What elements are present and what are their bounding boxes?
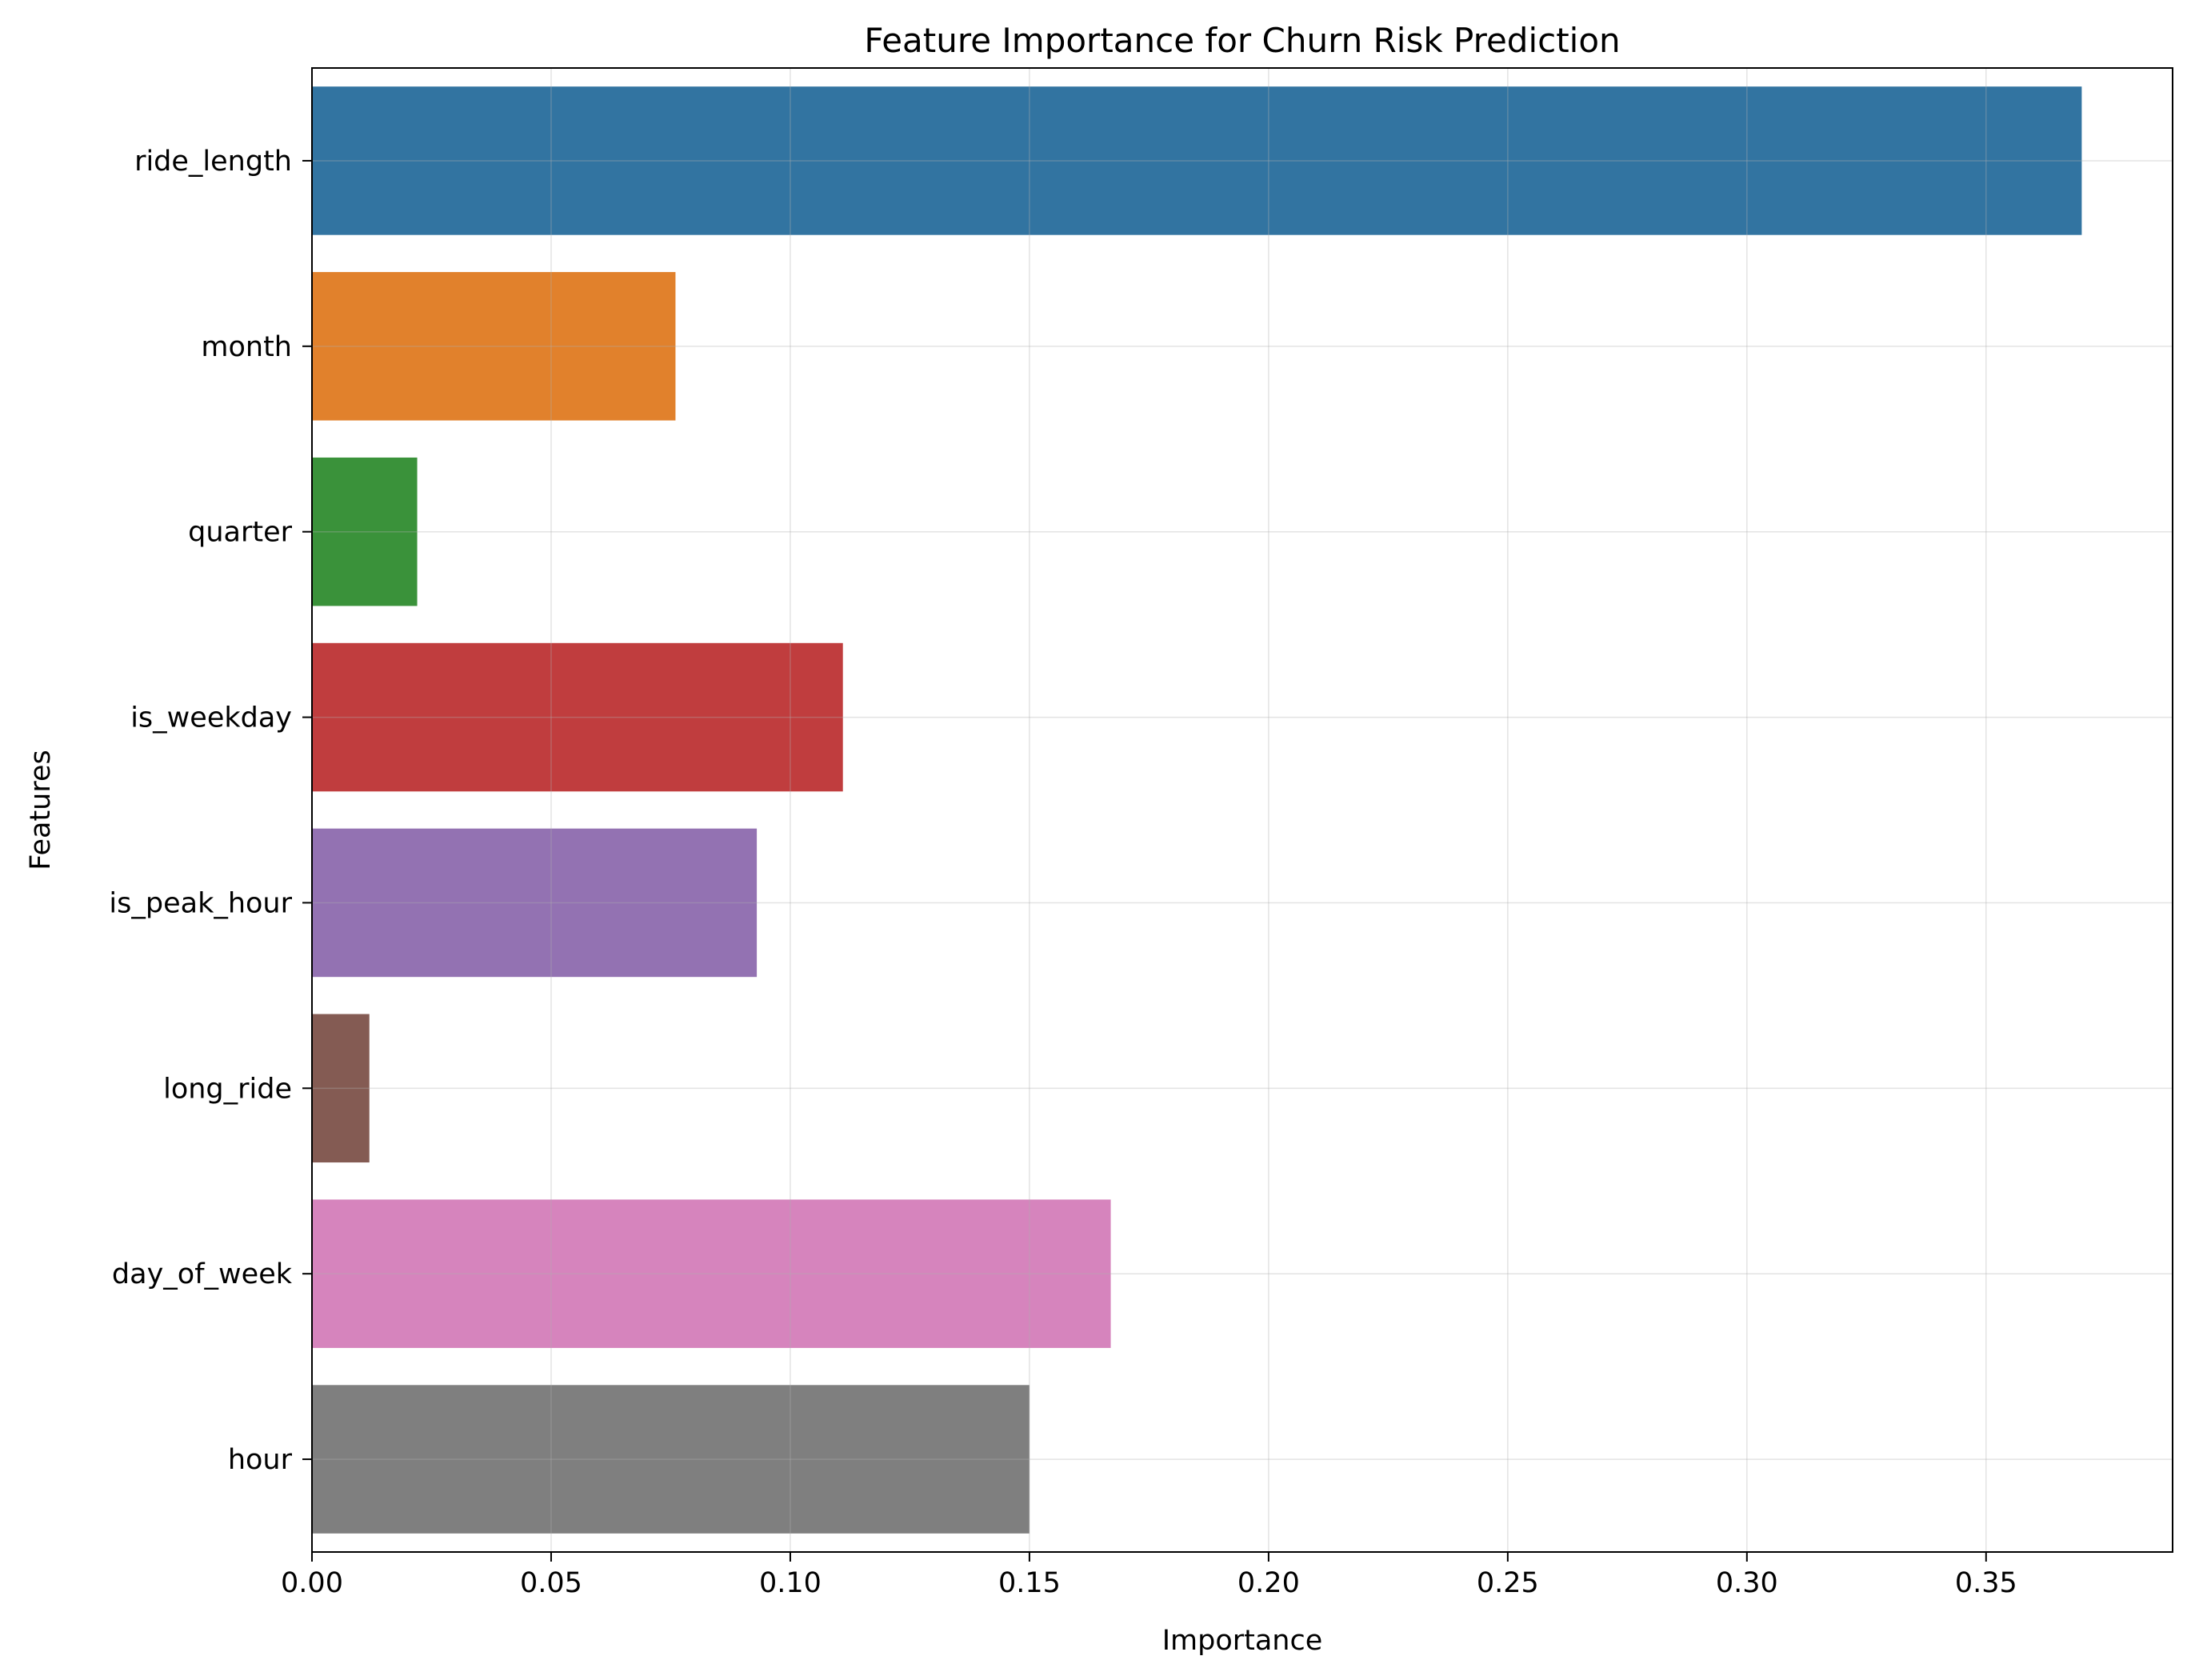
y-tick-label: is_peak_hour [109, 887, 292, 919]
y-axis-label: Features [25, 750, 57, 870]
x-axis-ticks: 0.00 0.05 0.10 0.15 0.20 0.25 0.30 0.35 [281, 1552, 2017, 1599]
y-tick-label: ride_length [134, 146, 292, 178]
bar-hour [312, 1385, 1030, 1534]
bar-month [312, 272, 676, 421]
x-tick-label: 0.35 [1955, 1567, 2017, 1599]
bar-quarter [312, 457, 418, 606]
bar-is-weekday [312, 642, 843, 792]
plot-frame [311, 67, 2173, 1553]
x-tick-label: 0.15 [998, 1567, 1061, 1599]
chart-title: Feature Importance for Churn Risk Predic… [864, 21, 1620, 60]
y-tick-label: quarter [188, 517, 292, 549]
y-tick-label: is_weekday [130, 702, 292, 734]
grid [311, 68, 2173, 1552]
x-tick-label: 0.00 [281, 1567, 343, 1599]
y-tick-label: month [201, 331, 292, 363]
bar-ride-length [312, 86, 2082, 235]
x-axis-label: Importance [1162, 1625, 1323, 1657]
x-tick-label: 0.10 [759, 1567, 822, 1599]
bars [312, 86, 2082, 1534]
y-tick-label: day_of_week [112, 1258, 293, 1290]
x-tick-label: 0.25 [1477, 1567, 1539, 1599]
y-tick-label: long_ride [163, 1073, 292, 1105]
bar-is-peak-hour [312, 828, 758, 978]
y-tick-label: hour [228, 1444, 293, 1476]
x-tick-label: 0.30 [1716, 1567, 1778, 1599]
bar-long-ride [312, 1014, 370, 1163]
x-tick-label: 0.05 [520, 1567, 582, 1599]
x-tick-label: 0.20 [1237, 1567, 1300, 1599]
bar-day-of-week [312, 1199, 1111, 1348]
